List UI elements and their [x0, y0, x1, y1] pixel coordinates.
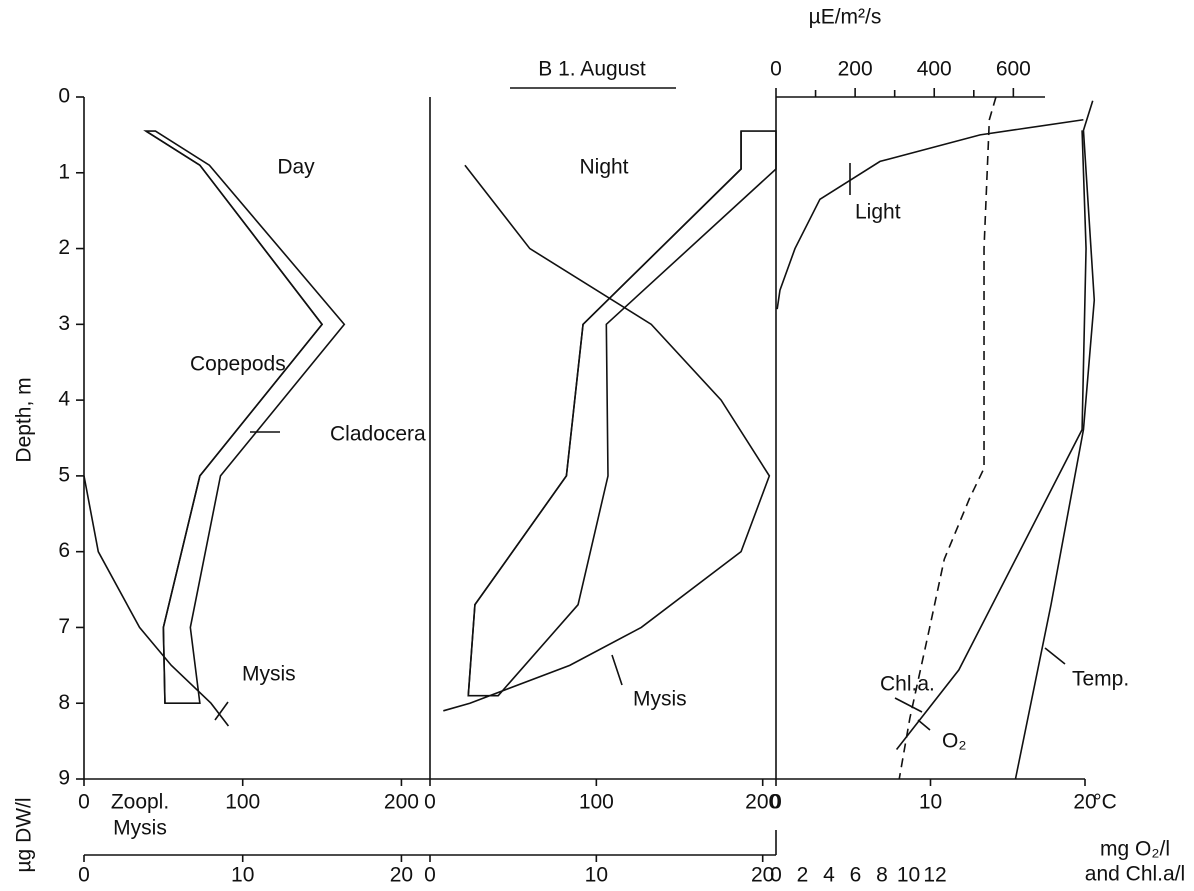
profile-line [898, 96, 997, 780]
profile-line [467, 131, 742, 696]
x-tick-label: 200 [745, 791, 780, 814]
x-label: µg DW/l [13, 797, 36, 872]
hatched-band [467, 130, 777, 697]
annotation: Mysis [242, 663, 296, 686]
profile-line [1014, 100, 1096, 780]
y-tick-label: 8 [58, 691, 70, 714]
panel-label: Day [277, 156, 315, 179]
temp-tick-label: 10 [919, 791, 942, 814]
light-label: µE/m²/s [809, 6, 882, 29]
mg-label: mg O₂/l [1100, 838, 1170, 861]
profile-line [443, 164, 771, 712]
profile-line [776, 118, 1084, 310]
temp-unit: °C [1093, 791, 1117, 814]
light-tick-label: 0 [770, 58, 782, 81]
y-tick-label: 5 [58, 463, 70, 486]
x-name: Zoopl. [111, 791, 169, 814]
leader [1044, 647, 1066, 665]
mg-tick-label: 0 [770, 864, 782, 887]
mg-label: and Chl.a/l [1085, 863, 1185, 886]
x2-tick-label: 0 [424, 864, 436, 887]
light-tick-label: 600 [996, 58, 1031, 81]
annotation: Chl.a. [880, 673, 935, 696]
mg-tick-label: 10 [897, 864, 920, 887]
mg-tick-label: 6 [850, 864, 862, 887]
profile-line [145, 130, 324, 704]
leader [917, 719, 931, 731]
light-tick-label: 400 [917, 58, 952, 81]
y-tick-label: 7 [58, 615, 70, 638]
x-tick-label: 0 [78, 791, 90, 814]
y-tick-label: 3 [58, 312, 70, 335]
annotation: Mysis [633, 688, 687, 711]
x2-tick-label: 10 [585, 864, 608, 887]
x2-tick-label: 20 [390, 864, 413, 887]
leader [214, 701, 229, 721]
x2-tick-label: 10 [231, 864, 254, 887]
x-tick-label: 100 [579, 791, 614, 814]
annotation: Copepods [190, 353, 286, 376]
y-label: Depth, m [13, 377, 36, 462]
annotation: Temp. [1072, 668, 1129, 691]
x-name: Mysis [113, 817, 167, 840]
x2-tick-label: 20 [751, 864, 774, 887]
annotation: O₂ [942, 730, 967, 753]
temp-tick-label: 0 [770, 791, 782, 814]
temp-tick-label: 20 [1073, 791, 1096, 814]
light-tick-label: 200 [838, 58, 873, 81]
leader [894, 697, 923, 713]
y-tick-label: 2 [58, 236, 70, 259]
profile-line [83, 475, 230, 727]
mg-tick-label: 8 [876, 864, 888, 887]
leader [611, 654, 623, 686]
hatched-band [143, 130, 346, 705]
x2-tick-label: 0 [78, 864, 90, 887]
mg-tick-label: 12 [923, 864, 946, 887]
annotation: Light [855, 201, 901, 224]
x-tick-label: 0 [424, 791, 436, 814]
title: B 1. August [538, 58, 646, 81]
y-tick-label: 1 [58, 160, 70, 183]
panel-label: Night [579, 156, 628, 179]
y-tick-label: 0 [58, 85, 70, 108]
x-tick-label: 200 [384, 791, 419, 814]
profile-line [895, 130, 1087, 750]
x-tick-label: 100 [225, 791, 260, 814]
mg-tick-label: 2 [797, 864, 809, 887]
annotation: Cladocera [330, 423, 426, 446]
y-tick-label: 9 [58, 767, 70, 790]
mg-tick-label: 4 [823, 864, 835, 887]
y-tick-label: 4 [58, 388, 70, 411]
y-tick-label: 6 [58, 539, 70, 562]
